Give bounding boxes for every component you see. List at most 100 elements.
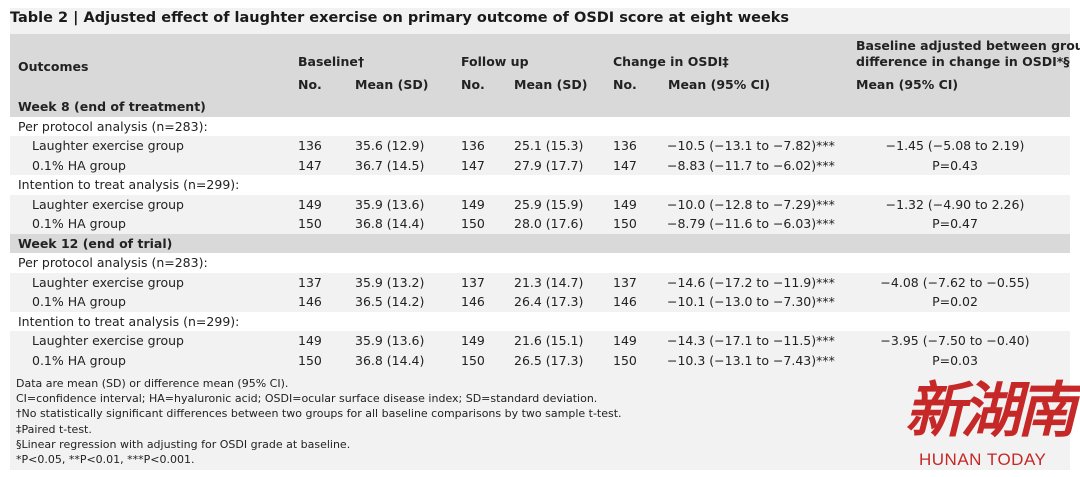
cell-baseline-no: 150 (298, 216, 322, 231)
table-footnotes: Data are mean (SD) or difference mean (9… (16, 376, 622, 467)
header-follow-up: Follow up (461, 54, 529, 69)
row-label: Laughter exercise group (32, 196, 184, 212)
row-label: Intention to treat analysis (n=299): (18, 177, 240, 192)
table-row: Laughter exercise group 137 35.9 (13.2) 137… (10, 272, 1070, 292)
cell-follow-up-no: 147 (461, 157, 485, 173)
section-row: Week 12 (end of trial) (10, 233, 1070, 253)
row-label: Per protocol analysis (n=283): (18, 118, 208, 134)
row-label: 0.1% HA group (32, 352, 126, 368)
cell-change-mean: −8.79 (−11.6 to −6.03)*** (667, 216, 835, 231)
cell-follow-up-mean: 26.5 (17.3) (514, 352, 584, 368)
cell-baseline-no: 137 (298, 274, 322, 290)
cell-follow-up-mean: 28.0 (17.6) (514, 216, 584, 231)
hunan-today-logo: 新湖南 HUNAN TODAY (905, 362, 1077, 472)
cell-baseline-mean: 36.8 (14.4) (355, 216, 425, 231)
table-row: 0.1% HA group 146 36.5 (14.2) 146 26.4 (17.3… (10, 292, 1070, 312)
logo-english-text: HUNAN TODAY (919, 450, 1047, 469)
cell-adjusted-difference: −3.95 (−7.50 to −0.40) (880, 333, 1030, 348)
cell-change-mean: −10.1 (−13.0 to −7.30)*** (667, 294, 835, 309)
header-no-baseline: No. (298, 77, 322, 92)
cell-change-mean: −14.6 (−17.2 to −11.9)*** (667, 274, 835, 290)
cell-change-mean: −10.3 (−13.1 to −7.43)*** (667, 352, 835, 368)
table-row: Laughter exercise group 149 35.9 (13.6) 149… (10, 194, 1070, 214)
cell-follow-up-no: 146 (461, 294, 485, 309)
cell-follow-up-mean: 27.9 (17.7) (514, 157, 584, 173)
cell-change-no: 137 (613, 274, 637, 290)
table-row: Laughter exercise group 149 35.9 (13.6) 149… (10, 331, 1070, 351)
cell-change-mean: −10.5 (−13.1 to −7.82)*** (667, 138, 835, 153)
header-baseline: Baseline† (298, 54, 365, 69)
row-label: 0.1% HA group (32, 294, 126, 309)
cell-baseline-no: 136 (298, 138, 322, 153)
cell-baseline-mean: 36.5 (14.2) (355, 294, 425, 309)
table-header: Outcomes Baseline† Follow up Change in O… (10, 34, 1080, 97)
table-title: Table 2 | Adjusted effect of laughter ex… (10, 10, 790, 26)
cell-baseline-no: 150 (298, 352, 322, 368)
cell-baseline-no: 149 (298, 333, 322, 348)
logo-chinese-text: 新湖南 (905, 376, 1077, 446)
cell-follow-up-mean: 21.3 (14.7) (514, 274, 584, 290)
cell-follow-up-no: 136 (461, 138, 485, 153)
row-label: Week 8 (end of treatment) (18, 99, 206, 114)
cell-follow-up-mean: 21.6 (15.1) (514, 333, 584, 348)
header-mean-ci-change: Mean (95% CI) (668, 77, 771, 92)
section-row: Week 8 (end of treatment) (10, 97, 1070, 117)
cell-follow-up-mean: 26.4 (17.3) (514, 294, 584, 309)
row-label: Laughter exercise group (32, 333, 184, 348)
header-change: Change in OSDI‡ (613, 54, 729, 69)
row-label: Per protocol analysis (n=283): (18, 255, 208, 270)
footnote: Data are mean (SD) or difference mean (9… (16, 377, 289, 390)
header-no-change: No. (613, 77, 637, 92)
cell-baseline-mean: 35.6 (12.9) (355, 138, 425, 153)
cell-baseline-mean: 35.9 (13.6) (355, 196, 425, 212)
cell-follow-up-no: 137 (461, 274, 485, 290)
footnote: *P<0.05, **P<0.01, ***P<0.001. (16, 453, 195, 467)
cell-change-mean: −10.0 (−12.8 to −7.29)*** (667, 196, 835, 212)
subsection-row: Intention to treat analysis (n=299): (10, 311, 1070, 331)
cell-change-no: 136 (613, 138, 637, 153)
cell-adjusted-difference: P=0.02 (932, 294, 978, 309)
cell-change-no: 149 (613, 333, 637, 348)
row-label: Week 12 (end of trial) (18, 235, 173, 251)
cell-change-no: 150 (613, 216, 637, 231)
row-label: Laughter exercise group (32, 138, 184, 153)
cell-change-no: 146 (613, 294, 637, 309)
cell-baseline-no: 147 (298, 157, 322, 173)
header-mean-ci-adjusted: Mean (95% CI) (856, 77, 959, 92)
cell-adjusted-difference: −1.32 (−4.90 to 2.26) (885, 196, 1025, 212)
cell-adjusted-difference: −1.45 (−5.08 to 2.19) (885, 138, 1025, 153)
cell-change-mean: −14.3 (−17.1 to −11.5)*** (667, 333, 835, 348)
cell-change-mean: −8.83 (−11.7 to −6.02)*** (667, 157, 835, 173)
row-label: Intention to treat analysis (n=299): (18, 313, 240, 329)
header-mean-sd-follow-up: Mean (SD) (514, 77, 588, 92)
header-mean-sd-baseline: Mean (SD) (355, 77, 429, 92)
cell-follow-up-mean: 25.1 (15.3) (514, 138, 584, 153)
footnote: CI=confidence interval; HA=hyaluronic ac… (16, 392, 598, 406)
cell-baseline-no: 149 (298, 196, 322, 212)
cell-change-no: 147 (613, 157, 637, 173)
cell-follow-up-no: 149 (461, 333, 485, 348)
cell-baseline-mean: 35.9 (13.6) (355, 333, 425, 348)
header-adjusted-line2: difference in change in OSDI*§ (856, 54, 1070, 69)
footnote: §Linear regression with adjusting for OS… (16, 437, 351, 451)
cell-follow-up-no: 149 (461, 196, 485, 212)
cell-adjusted-difference: P=0.47 (932, 216, 978, 231)
header-outcomes: Outcomes (18, 59, 89, 74)
cell-baseline-mean: 36.7 (14.5) (355, 157, 425, 173)
cell-adjusted-difference: −4.08 (−7.62 to −0.55) (880, 274, 1030, 290)
table-row: 0.1% HA group 150 36.8 (14.4) 150 26.5 (17.3… (10, 350, 1070, 370)
cell-follow-up-no: 150 (461, 352, 485, 368)
header-no-follow-up: No. (461, 77, 485, 92)
cell-baseline-no: 146 (298, 294, 322, 309)
cell-follow-up-no: 150 (461, 216, 485, 231)
cell-baseline-mean: 36.8 (14.4) (355, 352, 425, 368)
row-label: Laughter exercise group (32, 274, 184, 290)
cell-adjusted-difference: P=0.43 (932, 157, 978, 173)
cell-baseline-mean: 35.9 (13.2) (355, 274, 425, 290)
header-adjusted-line1: Baseline adjusted between group (856, 38, 1080, 53)
table-row: 0.1% HA group 147 36.7 (14.5) 147 27.9 (17.7… (10, 155, 1070, 175)
cell-change-no: 150 (613, 352, 637, 368)
cell-change-no: 149 (613, 196, 637, 212)
table-row: Laughter exercise group 136 35.6 (12.9) 136… (10, 136, 1070, 156)
cell-follow-up-mean: 25.9 (15.9) (514, 196, 584, 212)
